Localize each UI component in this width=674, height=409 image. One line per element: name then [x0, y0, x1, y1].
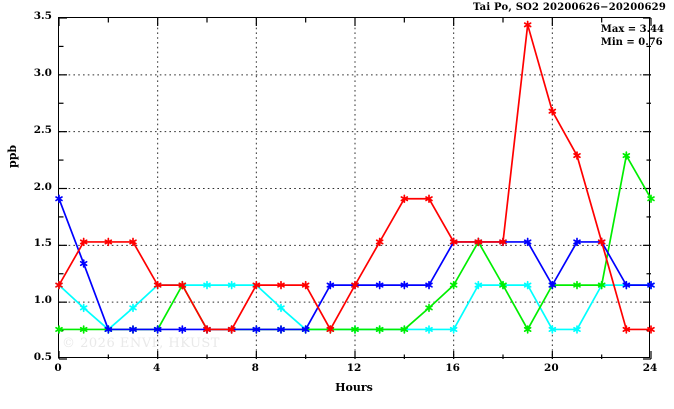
max-label: Max = 3.44	[600, 24, 664, 35]
x-tick-label: 8	[251, 362, 259, 374]
chart-title: Tai Po, SO2 20200626−20200629	[472, 2, 666, 13]
y-tick-label: 2.5	[33, 123, 52, 136]
y-tick-label: 2.0	[33, 180, 52, 193]
y-axis-label: ppb	[6, 144, 19, 168]
x-tick-label: 24	[642, 362, 658, 374]
series-day-2	[55, 20, 655, 334]
frame-tick-marks	[58, 17, 652, 360]
x-tick-label: 4	[153, 362, 161, 374]
x-tick-label: 12	[346, 362, 362, 374]
plot-svg	[55, 17, 655, 360]
y-tick-label: 1.0	[33, 294, 52, 307]
x-tick-label: 20	[544, 362, 559, 374]
y-axis-label-wrap: ppb	[0, 0, 58, 409]
series-day-3	[55, 151, 655, 334]
y-tick-label: 3.0	[33, 66, 52, 79]
x-tick-label: 0	[54, 362, 62, 374]
y-tick-label: 0.5	[33, 351, 52, 363]
y-tick-label: 1.5	[33, 237, 52, 250]
x-axis-label: Hours	[335, 381, 373, 394]
plot-area	[55, 17, 655, 360]
gridlines	[59, 18, 651, 359]
minmax-annotation: Max = 3.44 Min = 0.76	[601, 24, 664, 49]
x-tick-label: 16	[445, 362, 460, 374]
min-label: Min = 0.76	[600, 36, 663, 48]
y-tick-label: 3.5	[33, 10, 52, 22]
